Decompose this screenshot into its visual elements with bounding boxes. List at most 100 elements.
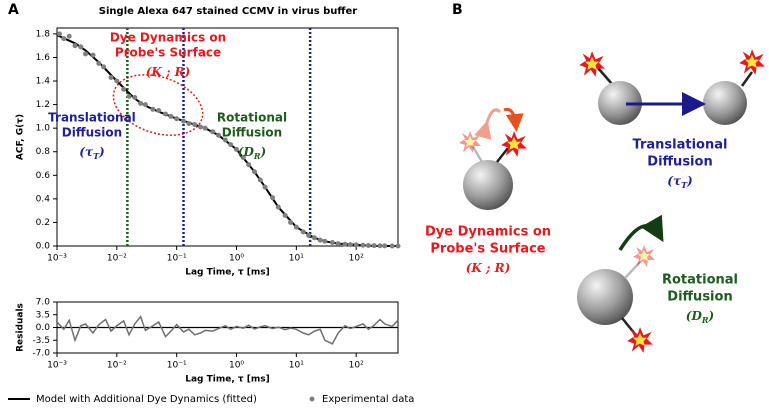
data-point <box>222 137 228 143</box>
data-point <box>132 95 138 101</box>
x-tick-label: 10⁰ <box>229 254 244 264</box>
y-tick-label: 3.5 <box>36 310 50 320</box>
data-point <box>329 239 335 245</box>
data-point <box>108 74 114 80</box>
annotation: Translational <box>48 111 136 125</box>
data-point <box>202 125 208 131</box>
data-point <box>322 238 328 244</box>
annotation: Diffusion <box>222 126 282 140</box>
plot-frame <box>56 27 399 247</box>
data-point <box>311 235 317 241</box>
annotation: Probe's Surface <box>430 242 545 257</box>
symbol-part: T <box>681 180 688 190</box>
data-point <box>168 113 174 119</box>
annotation-symbol: (K ; R) <box>146 65 191 79</box>
data-point <box>317 237 323 243</box>
data-point <box>377 243 383 249</box>
data-point <box>293 224 299 230</box>
x-tick-label: 10² <box>349 361 364 371</box>
y-tick-label: -3.5 <box>32 336 50 346</box>
symbol-part: ) <box>260 145 267 159</box>
symbol-part: (D <box>238 145 255 159</box>
data-point <box>257 177 263 183</box>
y-tick-label: 1.2 <box>36 100 50 110</box>
y-tick-label: 1.4 <box>36 77 51 87</box>
annotation-symbol: (DR) <box>238 145 266 162</box>
y-tick-label: 1.0 <box>36 124 51 134</box>
annotation: Translational <box>633 138 728 153</box>
data-point <box>142 102 148 108</box>
symbol-part: (τ <box>79 145 94 159</box>
data-point <box>138 100 144 106</box>
highlight-ellipse <box>112 74 204 136</box>
data-point <box>215 132 221 138</box>
data-point <box>240 155 246 161</box>
data-point <box>252 169 258 175</box>
y-tick-label: 0.0 <box>36 242 51 252</box>
data-point <box>162 111 168 117</box>
annotation: Probe's Surface <box>115 46 221 60</box>
annotation: Diffusion <box>667 290 732 305</box>
x-tick-label: 10⁻³ <box>47 361 67 371</box>
data-point <box>347 242 353 248</box>
data-point <box>300 229 306 235</box>
data-point <box>210 129 216 135</box>
data-point <box>126 93 132 99</box>
legend-label: Model with Additional Dye Dynamics (fitt… <box>36 394 257 405</box>
x-axis-label: Lag Time, τ [ms] <box>185 375 269 385</box>
data-point <box>246 162 252 168</box>
symbol-part: (K ; R) <box>466 261 511 275</box>
symbol-part: ) <box>686 174 693 188</box>
data-point <box>61 36 67 42</box>
data-point <box>335 241 341 247</box>
data-point <box>234 146 240 152</box>
legend-marker <box>309 396 315 402</box>
x-tick-label: 10¹ <box>289 361 304 371</box>
x-tick-label: 10⁻² <box>107 254 127 264</box>
data-point <box>101 64 107 70</box>
data-point <box>275 204 281 210</box>
panel-b-drawing <box>459 49 765 353</box>
data-point <box>114 78 120 84</box>
symbol-part: ) <box>98 145 105 159</box>
data-point <box>353 242 359 248</box>
data-point <box>342 241 348 247</box>
annotation: Diffusion <box>62 126 122 140</box>
annotation: Rotational <box>662 273 738 288</box>
data-point <box>365 243 371 249</box>
x-tick-label: 10⁻³ <box>47 254 67 264</box>
y-tick-label: -7.0 <box>32 349 50 359</box>
symbol-part: T <box>93 151 100 161</box>
annotation-symbol: (τT) <box>667 174 692 191</box>
data-point <box>360 242 366 248</box>
data-point <box>382 243 388 249</box>
data-point <box>282 212 288 218</box>
data-point <box>197 124 203 130</box>
annotation: Dye Dynamics on <box>110 31 226 45</box>
chart-title: Single Alexa 647 stained CCMV in virus b… <box>99 6 358 17</box>
annotation: Dye Dynamics on <box>425 225 551 240</box>
data-point <box>150 106 156 112</box>
x-tick-label: 10⁻¹ <box>167 361 187 371</box>
data-point <box>121 86 127 92</box>
data-point <box>306 232 312 238</box>
x-tick-label: 10² <box>349 254 364 264</box>
symbol-part: (τ <box>667 174 682 188</box>
y-tick-label: 7.0 <box>36 298 51 308</box>
data-point <box>156 107 162 113</box>
annotation-symbol: (τT) <box>79 145 104 162</box>
data-line <box>56 315 399 345</box>
panel-label: A <box>8 2 19 18</box>
data-point <box>56 31 62 37</box>
y-axis-label: ACF, G(τ) <box>16 114 26 160</box>
data-point <box>96 60 102 66</box>
panel-label: B <box>452 2 463 18</box>
data-point <box>78 44 84 50</box>
data-point <box>174 116 180 122</box>
y-tick-label: 0.0 <box>36 323 51 333</box>
y-tick-label: 0.4 <box>36 194 51 204</box>
symbol-part: (K ; R) <box>146 65 191 79</box>
data-point <box>83 51 89 57</box>
data-point <box>262 184 268 190</box>
